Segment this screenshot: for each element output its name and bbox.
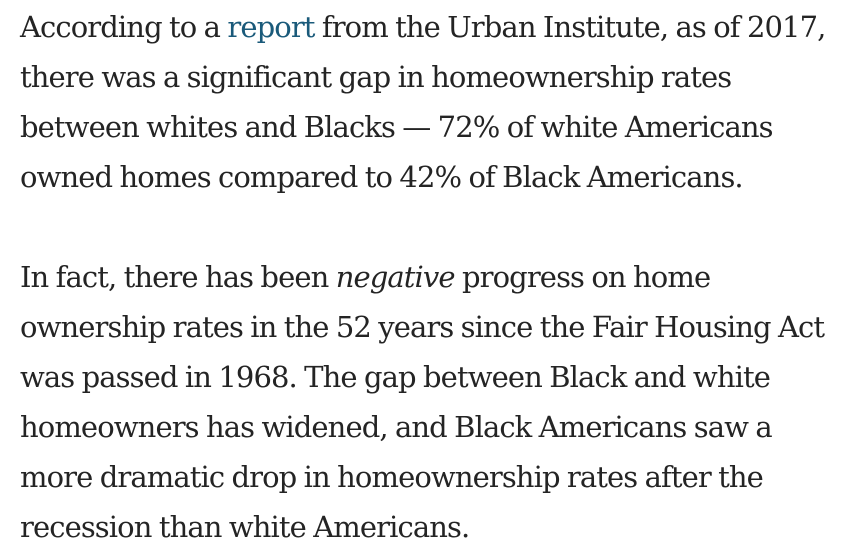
text-run: In fact, there has been: [20, 260, 336, 294]
text-line: was passed in 1968. The gap between Blac…: [20, 360, 771, 394]
text-line: between whites and Blacks — 72% of white…: [20, 110, 774, 144]
report-link[interactable]: report: [227, 10, 315, 44]
text-line: there was a significant gap in homeowner…: [20, 60, 732, 94]
text-line: owned homes compared to 42% of Black Ame…: [20, 160, 744, 194]
text-line: ownership rates in the 52 years since th…: [20, 310, 825, 344]
text-line: homeowners has widened, and Black Americ…: [20, 410, 773, 444]
text-run: According to a: [20, 10, 228, 44]
article-body: According to a report from the Urban Ins…: [20, 2, 855, 552]
emphasized-word: negative: [335, 260, 456, 294]
text-line: According to a report from the Urban Ins…: [20, 2, 855, 52]
text-run: progress on home: [454, 260, 711, 294]
paragraph-negative-progress: In fact, there has been negative progres…: [20, 252, 855, 552]
paragraph-homeownership-gap: According to a report from the Urban Ins…: [20, 2, 855, 202]
text-run: from the Urban Institute, as of 2017,: [314, 10, 826, 44]
text-line: recession than white Americans.: [20, 510, 470, 544]
text-line: In fact, there has been negative progres…: [20, 252, 855, 302]
text-line: more dramatic drop in homeownership rate…: [20, 460, 764, 494]
